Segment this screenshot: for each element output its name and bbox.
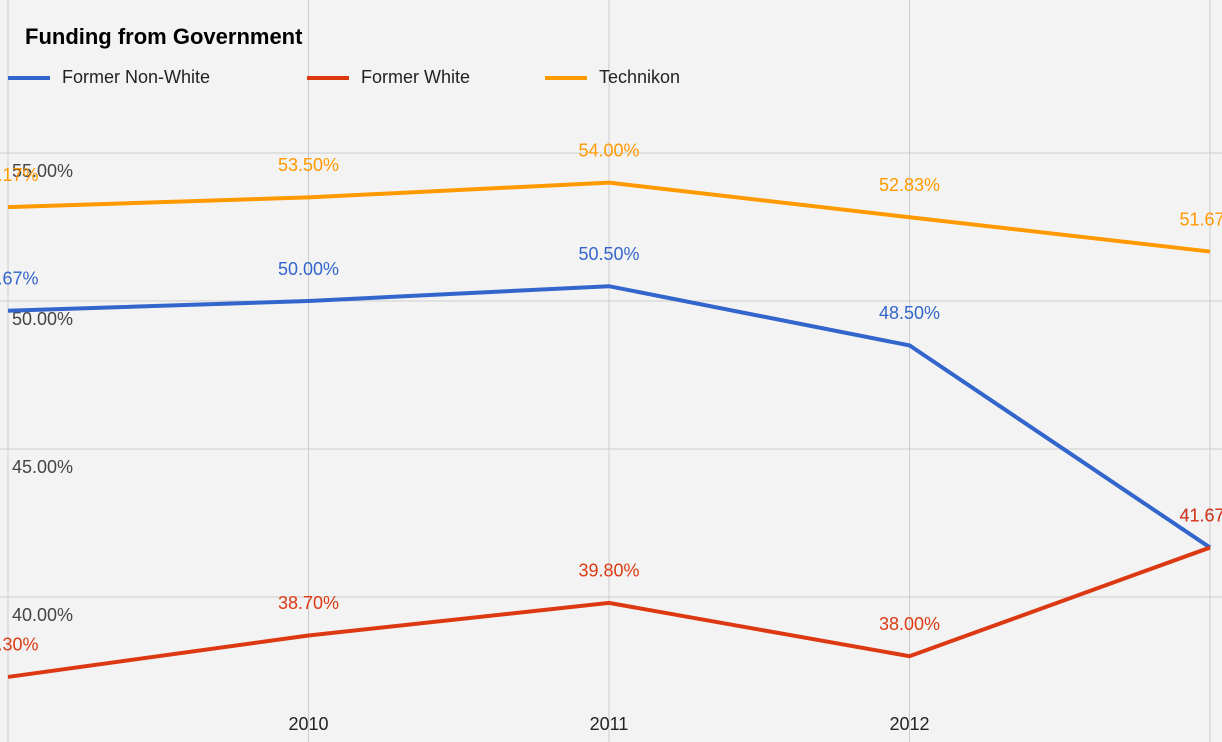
data-label: 52.83% [879,175,940,195]
legend-label: Technikon [599,67,680,87]
data-label: 38.00% [879,614,940,634]
series-line [7,180,1211,254]
data-label: 37.30% [0,635,39,655]
y-tick-label: 45.00% [12,457,73,477]
legend-label: Former White [361,67,470,87]
data-label: 39.80% [578,561,639,581]
data-label: 53.17% [0,165,39,185]
series-line [7,284,1212,550]
data-label: 54.00% [578,140,639,160]
data-label: 50.00% [278,259,339,279]
y-tick-label: 40.00% [12,605,73,625]
data-label: 41.67% [1179,505,1222,525]
data-label: 50.50% [578,244,639,264]
data-label: 49.67% [0,269,39,289]
legend-label: Former Non-White [62,67,210,87]
x-tick-label: 2011 [590,714,629,734]
series-line [7,545,1211,679]
data-label: 41.67% [1179,505,1222,525]
x-tick-label: 2010 [288,714,328,734]
y-tick-label: 50.00% [12,309,73,329]
data-label: 48.50% [879,303,940,323]
chart-title: Funding from Government [25,24,303,49]
data-label: 38.70% [278,593,339,613]
y-tick-label: 55.00% [12,161,73,181]
data-label: 53.50% [278,155,339,175]
data-label: 51.67% [1179,209,1222,229]
x-tick-label: 2012 [889,714,929,734]
